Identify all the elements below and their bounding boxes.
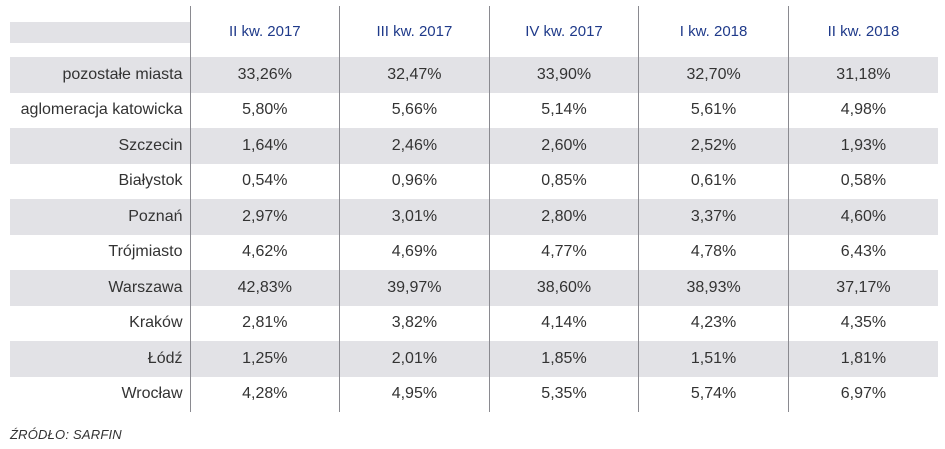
table-row: Wrocław 4,28% 4,95% 5,35% 5,74% 6,97% [10,376,938,412]
table-row: Białystok 0,54% 0,96% 0,85% 0,61% 0,58% [10,163,938,199]
table-row: Poznań 2,97% 3,01% 2,80% 3,37% 4,60% [10,199,938,235]
table-cell: 5,66% [339,92,490,128]
table-cell: 6,43% [787,234,938,270]
table-cell: 1,93% [787,128,938,164]
table-cell: 4,69% [339,234,490,270]
table-cell: 2,60% [488,128,639,164]
table-row: Trójmiasto 4,62% 4,69% 4,77% 4,78% 6,43% [10,234,938,270]
table-cell: 33,26% [189,57,340,93]
table-cell: 4,60% [787,199,938,235]
table-cell: 4,95% [339,376,490,412]
table-cell: 0,85% [488,163,639,199]
column-header: IV kw. 2017 [488,6,639,57]
table-cell: 33,90% [488,57,639,93]
column-header: II kw. 2018 [787,6,938,57]
table-cell: 42,83% [189,270,340,306]
table-cell: 4,35% [787,305,938,341]
row-label: Trójmiasto [108,243,183,261]
table-cell: 2,52% [638,128,789,164]
table-row: Szczecin 1,64% 2,46% 2,60% 2,52% 1,93% [10,128,938,164]
table-cell: 4,28% [189,376,340,412]
table-cell: 0,61% [638,163,789,199]
row-label: Wrocław [121,385,183,403]
table-cell: 2,80% [488,199,639,235]
table-cell: 0,96% [339,163,490,199]
header-corner-bar [10,21,190,43]
table-cell: 2,81% [189,305,340,341]
row-label: Łódź [10,341,190,377]
table-cell: 4,62% [189,234,340,270]
row-label: Białystok [118,172,183,190]
table-cell: 4,77% [488,234,639,270]
table-cell: 38,60% [488,270,639,306]
table-cell: 4,78% [638,234,789,270]
table-cell: 0,58% [787,163,938,199]
table-cell: 5,74% [638,376,789,412]
row-label: aglomeracja katowicka [20,101,183,119]
table-cell: 32,47% [339,57,490,93]
table-cell: 39,97% [339,270,490,306]
table-cell: 37,17% [787,270,938,306]
table-cell: 1,51% [638,341,789,377]
data-table: II kw. 2017 III kw. 2017 IV kw. 2017 I k… [10,6,938,412]
table-cell: 5,14% [488,92,639,128]
table-cell: 1,64% [189,128,340,164]
column-header: I kw. 2018 [638,6,789,57]
table-cell: 32,70% [638,57,789,93]
table-cell: 5,80% [189,92,340,128]
table-cell: 3,37% [638,199,789,235]
table-cell: 3,82% [339,305,490,341]
table-cell: 2,97% [189,199,340,235]
table-cell: 4,98% [787,92,938,128]
table-row: pozostałe miasta 33,26% 32,47% 33,90% 32,70%… [10,57,938,93]
header-row: II kw. 2017 III kw. 2017 IV kw. 2017 I k… [10,6,938,57]
row-label: Szczecin [10,128,190,164]
row-label: Poznań [10,199,190,235]
column-header: III kw. 2017 [339,6,490,57]
table-cell: 5,35% [488,376,639,412]
table-cell: 1,81% [787,341,938,377]
table-cell: 2,01% [339,341,490,377]
table-cell: 0,54% [189,163,340,199]
table-cell: 4,23% [638,305,789,341]
row-label: Kraków [129,314,183,332]
table-cell: 5,61% [638,92,789,128]
table-cell: 38,93% [638,270,789,306]
table-row: aglomeracja katowicka 5,80% 5,66% 5,14% 5,61… [10,92,938,128]
table-cell: 3,01% [339,199,490,235]
table-cell: 1,25% [189,341,340,377]
table-cell: 2,46% [339,128,490,164]
table-cell: 4,14% [488,305,639,341]
data-table-container: II kw. 2017 III kw. 2017 IV kw. 2017 I k… [10,6,938,412]
source-note: ŹRÓDŁO: SARFIN [10,427,122,442]
row-label: pozostałe miasta [10,57,190,93]
table-row: Kraków 2,81% 3,82% 4,14% 4,23% 4,35% [10,305,938,341]
header-corner [10,6,190,57]
table-row: Łódź 1,25% 2,01% 1,85% 1,51% 1,81% [10,341,938,377]
column-header: II kw. 2017 [189,6,340,57]
table-body: pozostałe miasta 33,26% 32,47% 33,90% 32,70%… [10,57,938,412]
table-cell: 6,97% [787,376,938,412]
row-label: Warszawa [10,270,190,306]
table-row: Warszawa 42,83% 39,97% 38,60% 38,93% 37,17% [10,270,938,306]
table-cell: 1,85% [488,341,639,377]
table-cell: 31,18% [787,57,938,93]
